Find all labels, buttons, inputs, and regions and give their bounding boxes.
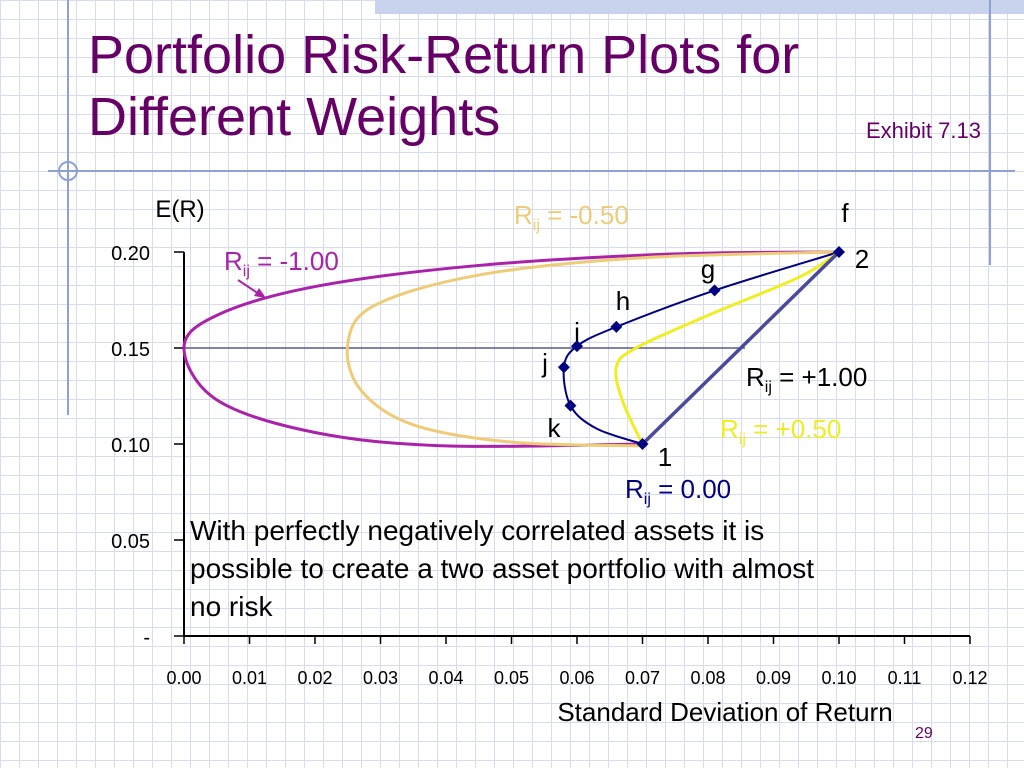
slide-title: Portfolio Risk-Return Plots for Differen…: [88, 24, 799, 148]
series-label-rij-pos-050-main: R: [720, 414, 739, 444]
title-line-2: Different Weights: [88, 87, 501, 147]
series-label-rij-neg-1-sub: ij: [243, 263, 250, 280]
accent-circle: [58, 161, 78, 181]
top-band: [375, 0, 1024, 14]
x-tick-label: 0.12: [952, 668, 987, 688]
series-label-rij-pos-1: Rij = +1.00: [746, 362, 867, 396]
curve-rij-neg-050: [345, 250, 841, 448]
series-label-rij-neg-1-main: R: [224, 246, 243, 276]
series-label-rij-000-main: R: [625, 474, 644, 504]
x-tick-label: 0.06: [559, 668, 594, 688]
series-label-rij-neg-1-value: = -1.00: [250, 246, 339, 276]
series-label-rij-neg-050-sub: ij: [533, 217, 540, 234]
x-axis-label: Standard Deviation of Return: [557, 697, 892, 727]
series-label-rij-neg-050-value: = -0.50: [540, 200, 629, 230]
exhibit-label: Exhibit 7.13: [866, 118, 981, 143]
x-tick-label: 0.09: [756, 668, 791, 688]
y-tick-label: -: [143, 627, 150, 649]
x-tick-label: 0.07: [625, 668, 660, 688]
point-label-g: g: [701, 254, 715, 284]
y-tick-label: 0.20: [111, 243, 150, 265]
point-marker-h: [610, 320, 623, 333]
curve-rij-pos-1: [640, 250, 841, 446]
point-label-2: 2: [855, 244, 869, 274]
curve-rij-neg-1: [182, 250, 841, 448]
point-marker-1: [636, 438, 649, 450]
point-marker-k: [564, 399, 577, 412]
x-tick-label: 0.11: [888, 668, 922, 688]
page-number: 29: [915, 725, 933, 742]
x-tick-label: 0.10: [821, 668, 856, 688]
series-label-rij-pos-1-value: = +1.00: [772, 362, 867, 392]
series-label-rij-neg-1: Rij = -1.00: [224, 246, 339, 280]
series-label-rij-pos-050-value: = +0.50: [746, 414, 841, 444]
annotation-arrow-head: [254, 288, 266, 298]
point-label-1: 1: [658, 442, 672, 472]
x-tick-label: 0.05: [494, 668, 529, 688]
point-marker-j: [557, 361, 570, 374]
series-label-rij-000: Rij = 0.00: [625, 474, 731, 508]
x-tick-label: 0.04: [428, 668, 463, 688]
series-label-rij-pos-050: Rij = +0.50: [720, 414, 841, 448]
y-tick-label: 0.15: [111, 339, 150, 361]
title-line-1: Portfolio Risk-Return Plots for: [88, 25, 800, 85]
y-tick-label: 0.05: [111, 531, 150, 553]
x-tick-label: 0.01: [232, 668, 267, 688]
point-label-f: f: [841, 198, 849, 228]
point-label-i: i: [574, 317, 580, 347]
x-tick-label: 0.00: [166, 668, 201, 688]
point-label-k: k: [548, 413, 562, 443]
y-tick-label: 0.10: [111, 435, 150, 457]
point-label-j: j: [541, 348, 548, 378]
x-tick-label: 0.03: [363, 668, 398, 688]
x-tick-label: 0.02: [297, 668, 332, 688]
point-label-h: h: [616, 286, 630, 316]
series-label-rij-neg-050-main: R: [514, 200, 533, 230]
point-marker-2: [833, 246, 845, 258]
x-tick-label: 0.08: [690, 668, 725, 688]
series-label-rij-neg-050: Rij = -0.50: [514, 200, 629, 234]
series-label-rij-pos-1-sub: ij: [765, 379, 772, 396]
chart-note: With perfectly negatively correlated ass…: [190, 515, 815, 622]
point-marker-i: [571, 340, 583, 353]
y-axis-label: E(R): [155, 196, 204, 223]
point-marker-g: [708, 284, 721, 297]
series-label-rij-000-sub: ij: [644, 491, 651, 508]
series-label-rij-000-value: = 0.00: [651, 474, 731, 504]
curve-rij-pos-050: [614, 250, 841, 446]
series-label-rij-pos-050-sub: ij: [739, 431, 746, 448]
series-label-rij-pos-1-main: R: [746, 362, 765, 392]
